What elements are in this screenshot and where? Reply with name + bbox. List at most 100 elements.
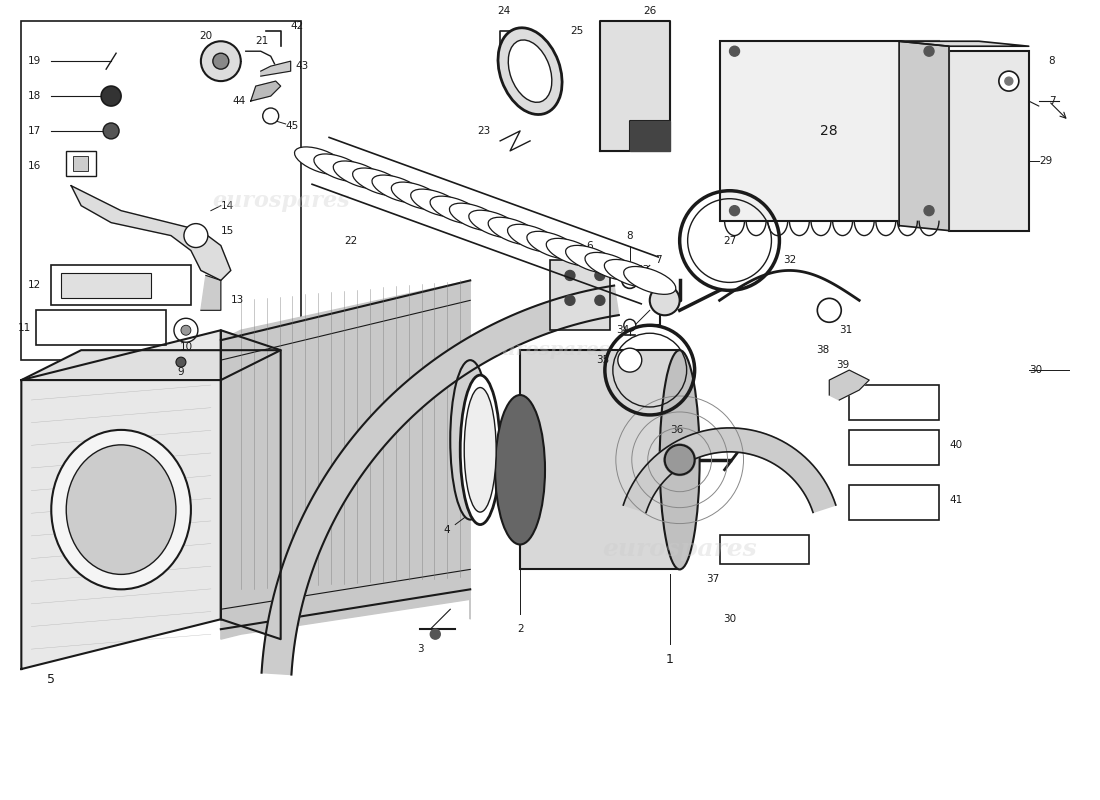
Text: 25: 25: [570, 26, 583, 36]
Polygon shape: [221, 281, 470, 639]
Circle shape: [565, 270, 575, 281]
Ellipse shape: [498, 28, 562, 114]
Circle shape: [624, 319, 636, 331]
Text: 34: 34: [616, 326, 630, 335]
Ellipse shape: [52, 430, 191, 590]
Text: 1: 1: [666, 653, 673, 666]
Text: 16: 16: [28, 161, 42, 171]
Text: 35: 35: [596, 355, 609, 365]
Circle shape: [729, 46, 739, 56]
Text: 21: 21: [255, 36, 270, 46]
Circle shape: [174, 318, 198, 342]
Polygon shape: [201, 275, 221, 310]
Circle shape: [650, 286, 680, 315]
Text: 28: 28: [821, 124, 838, 138]
Ellipse shape: [333, 161, 385, 189]
Ellipse shape: [660, 350, 700, 570]
Circle shape: [664, 445, 694, 474]
Circle shape: [621, 273, 638, 288]
Text: 41: 41: [949, 494, 962, 505]
Bar: [719, 534, 810, 565]
Text: 7: 7: [1048, 96, 1055, 106]
Text: eurospares: eurospares: [212, 190, 350, 212]
Ellipse shape: [624, 266, 675, 294]
Text: 12: 12: [28, 280, 42, 290]
Circle shape: [101, 86, 121, 106]
Text: 20: 20: [199, 31, 212, 42]
Text: 19: 19: [28, 56, 42, 66]
Text: 32: 32: [783, 255, 796, 266]
Circle shape: [180, 326, 191, 335]
Bar: [66, 151, 96, 176]
Text: 27: 27: [723, 235, 736, 246]
Ellipse shape: [495, 395, 544, 545]
Ellipse shape: [604, 259, 657, 287]
Ellipse shape: [372, 175, 425, 203]
Ellipse shape: [464, 387, 496, 512]
Text: 18: 18: [28, 91, 42, 101]
Polygon shape: [261, 61, 290, 76]
Polygon shape: [21, 350, 280, 380]
Ellipse shape: [295, 147, 346, 174]
Ellipse shape: [450, 360, 491, 519]
Circle shape: [430, 630, 440, 639]
Text: 15: 15: [221, 226, 234, 235]
Polygon shape: [72, 186, 231, 281]
Text: 45: 45: [286, 121, 299, 131]
Ellipse shape: [430, 196, 482, 224]
Text: 44: 44: [232, 96, 245, 106]
Ellipse shape: [450, 203, 502, 231]
Ellipse shape: [410, 189, 463, 217]
Circle shape: [627, 278, 632, 283]
Bar: [849, 485, 939, 519]
Ellipse shape: [460, 375, 500, 525]
Bar: [74, 156, 88, 170]
Bar: [550, 261, 609, 330]
Text: 40: 40: [949, 440, 962, 450]
Text: 9: 9: [177, 367, 184, 377]
Ellipse shape: [527, 231, 579, 259]
Circle shape: [595, 270, 605, 281]
Text: 30: 30: [1028, 365, 1042, 375]
Circle shape: [729, 206, 739, 216]
Text: 17: 17: [28, 126, 42, 136]
Circle shape: [184, 224, 208, 247]
Circle shape: [817, 298, 842, 322]
Text: 13: 13: [231, 295, 244, 306]
Bar: [520, 350, 680, 570]
Text: 26: 26: [644, 6, 657, 16]
Circle shape: [595, 295, 605, 306]
Circle shape: [924, 206, 934, 216]
Ellipse shape: [507, 224, 560, 252]
Text: 43: 43: [296, 61, 309, 71]
Text: 10: 10: [179, 342, 192, 352]
Circle shape: [201, 42, 241, 81]
Polygon shape: [899, 42, 1028, 46]
Ellipse shape: [314, 154, 366, 182]
Ellipse shape: [469, 210, 521, 238]
Circle shape: [213, 54, 229, 69]
Polygon shape: [899, 42, 949, 230]
Ellipse shape: [488, 218, 540, 245]
Text: 42: 42: [290, 22, 304, 31]
Ellipse shape: [585, 253, 637, 280]
Text: 5: 5: [47, 673, 55, 686]
Polygon shape: [624, 428, 836, 513]
Circle shape: [999, 71, 1019, 91]
Polygon shape: [221, 330, 280, 639]
Text: eurospares: eurospares: [490, 341, 610, 359]
Text: 38: 38: [816, 345, 829, 355]
Circle shape: [103, 123, 119, 139]
Text: 22: 22: [344, 235, 358, 246]
Bar: [21, 22, 300, 360]
Text: 33: 33: [637, 266, 650, 275]
Text: 2: 2: [517, 624, 524, 634]
Ellipse shape: [547, 238, 598, 266]
Text: 36: 36: [670, 425, 683, 435]
Text: 4: 4: [443, 525, 450, 534]
Circle shape: [176, 357, 186, 367]
Bar: [719, 42, 939, 221]
Bar: [62, 274, 151, 298]
Text: 8: 8: [1048, 56, 1055, 66]
Text: 7: 7: [654, 255, 661, 266]
